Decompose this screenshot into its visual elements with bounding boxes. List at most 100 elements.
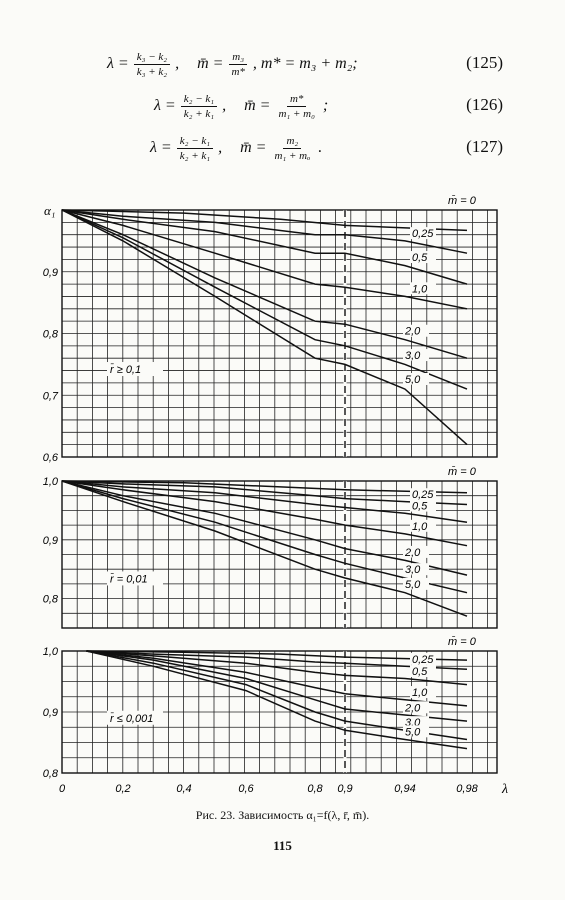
series-label: 5,0 (405, 579, 421, 591)
formula-126-body: λ = k₂ − k₁ k₂ + k₁ , m̄ = m* m₁ + m₀ ; (152, 86, 330, 126)
formula-tail: . (318, 139, 323, 156)
series-line (61, 480, 468, 576)
series-label: m̄ = 0 (448, 635, 477, 648)
formula-tail: ; (322, 97, 329, 114)
condition-label-bg (107, 571, 163, 586)
x-tick-label: 0,94 (394, 783, 415, 795)
series-label-bg (410, 488, 436, 501)
fraction-numerator: k₂ − k₁ (180, 93, 218, 107)
series-line (61, 480, 468, 547)
series-label: 0,5 (412, 666, 428, 678)
series-label-bg (403, 563, 429, 576)
series-label: 3,0 (405, 564, 421, 576)
series-label-bg (403, 545, 429, 558)
formula-126: λ = k₂ − k₁ k₂ + k₁ , m̄ = m* m₁ + m₀ ; (1… (0, 86, 565, 126)
formula-mbar: m̄ = (197, 55, 224, 72)
panel-frame (61, 480, 498, 629)
y-tick-label: 1,0 (43, 646, 59, 658)
chart-panel-1: 0,6 0,7 0,8 0,9 m̄ = 0 0,25 0,5 1,0 2,0 3,0 5,0 r̄ … (43, 194, 498, 464)
series-label: 2,0 (404, 702, 421, 714)
formula-lhs: λ = (150, 139, 172, 156)
y-tick-label: 0,6 (43, 452, 59, 464)
fraction-denominator: m₁ + m₀ (278, 107, 315, 120)
series-line (86, 650, 468, 722)
figure-caption: Рис. 23. Зависимость α₁=f(λ, r̄, m̄). (195, 808, 370, 822)
y-tick-label: 0,9 (43, 707, 58, 719)
x-tick-label: 0,98 (456, 783, 478, 795)
series-label-bg (410, 686, 436, 699)
x-tick-label: 0,2 (115, 783, 130, 795)
series-line (86, 650, 468, 686)
formula-fraction: m₂ m₁ + mₒ (271, 135, 313, 162)
formula-separator: , (222, 97, 227, 114)
formula-separator: , (218, 139, 223, 156)
series-label-bg (410, 227, 436, 240)
x-tick-label: 0,4 (176, 783, 191, 795)
x-axis-label: λ (501, 782, 508, 797)
chart-panel-3: 0,80,91,0m̄ = 00,250,51,02,03,05,0r̄ ≤ 0… (43, 635, 498, 780)
series-line (86, 650, 468, 707)
formula-fraction: m₃ m* (228, 51, 248, 78)
series-label: m̄ = 0 (448, 194, 477, 207)
equation-number: (126) (466, 95, 503, 114)
series-label: 0,5 (412, 252, 428, 264)
series-label-bg (410, 519, 436, 532)
formula-tail: , m* = m₃ + m₂; (252, 55, 358, 72)
y-tick-label: 0,7 (43, 390, 59, 402)
series-label-bg (403, 716, 429, 729)
formula-separator: , (175, 55, 180, 72)
series-label: 0,25 (412, 654, 434, 666)
series-label: 0,25 (412, 489, 434, 501)
series-line (61, 209, 468, 232)
formula-lhs: λ = (107, 55, 129, 72)
series-label-bg (403, 372, 429, 385)
series-line (61, 480, 468, 617)
fraction-numerator: m₃ (229, 51, 248, 65)
series-label: 1,0 (412, 687, 428, 699)
equation-number: (125) (466, 53, 503, 72)
series-label-bg (410, 251, 436, 264)
series-label: 0,25 (412, 228, 434, 240)
series-label-bg (410, 282, 436, 295)
y-axis-title: α₁ (44, 203, 55, 218)
formula-lhs: λ = (154, 97, 176, 114)
y-tick-label: 0,8 (43, 594, 59, 606)
series-line (86, 650, 468, 661)
fraction-numerator: m₂ (283, 135, 302, 149)
equation-number: (127) (466, 137, 503, 156)
fraction-denominator: k₂ + k₁ (179, 149, 211, 162)
series-label-bg (403, 324, 429, 337)
x-tick-label: 0,8 (307, 783, 323, 795)
series-line (61, 209, 468, 254)
series-label-bg (410, 652, 436, 665)
series-label: 1,0 (412, 283, 428, 295)
series-line (86, 650, 468, 750)
series-label-bg (410, 499, 436, 512)
formula-fraction: k₂ − k₁ k₂ + k₁ (176, 135, 214, 162)
series-label-bg (410, 665, 436, 678)
alpha1-chart: α₁0,60,70,80,9m̄ = 00,250,51,02,03,05,0r… (43, 194, 508, 797)
formula-fraction: k₃ − k₂ k₃ + k₂ (133, 51, 171, 78)
series-label: 2,0 (404, 547, 421, 559)
panel-condition-label: r̄ = 0,01 (110, 573, 148, 586)
fraction-denominator: m₁ + mₒ (274, 149, 311, 162)
condition-label-bg (107, 362, 163, 377)
series-line (61, 209, 468, 310)
series-line (61, 209, 468, 285)
series-label: 0,5 (412, 501, 428, 513)
x-tick-label: 0,6 (238, 783, 254, 795)
series-label: 1,0 (412, 521, 428, 533)
y-tick-label: 1,0 (43, 476, 59, 488)
series-line (61, 480, 468, 506)
series-line (61, 480, 468, 494)
formula-mbar: m̄ = (240, 139, 267, 156)
series-label: 5,0 (405, 374, 421, 386)
y-tick-label: 0,9 (43, 535, 58, 547)
panel-condition-label: r̄ ≤ 0,001 (110, 712, 153, 725)
formula-fraction: k₂ − k₁ k₂ + k₁ (180, 93, 218, 120)
series-label-bg (403, 577, 429, 590)
formula-fraction: m* m₁ + m₀ (275, 93, 317, 120)
y-tick-label: 0,8 (43, 329, 59, 341)
formula-125-body: λ = k₃ − k₂ k₃ + k₂ , m̄ = m₃ m* , m* = m₃… (105, 44, 360, 84)
fraction-numerator: k₂ − k₁ (176, 135, 214, 149)
